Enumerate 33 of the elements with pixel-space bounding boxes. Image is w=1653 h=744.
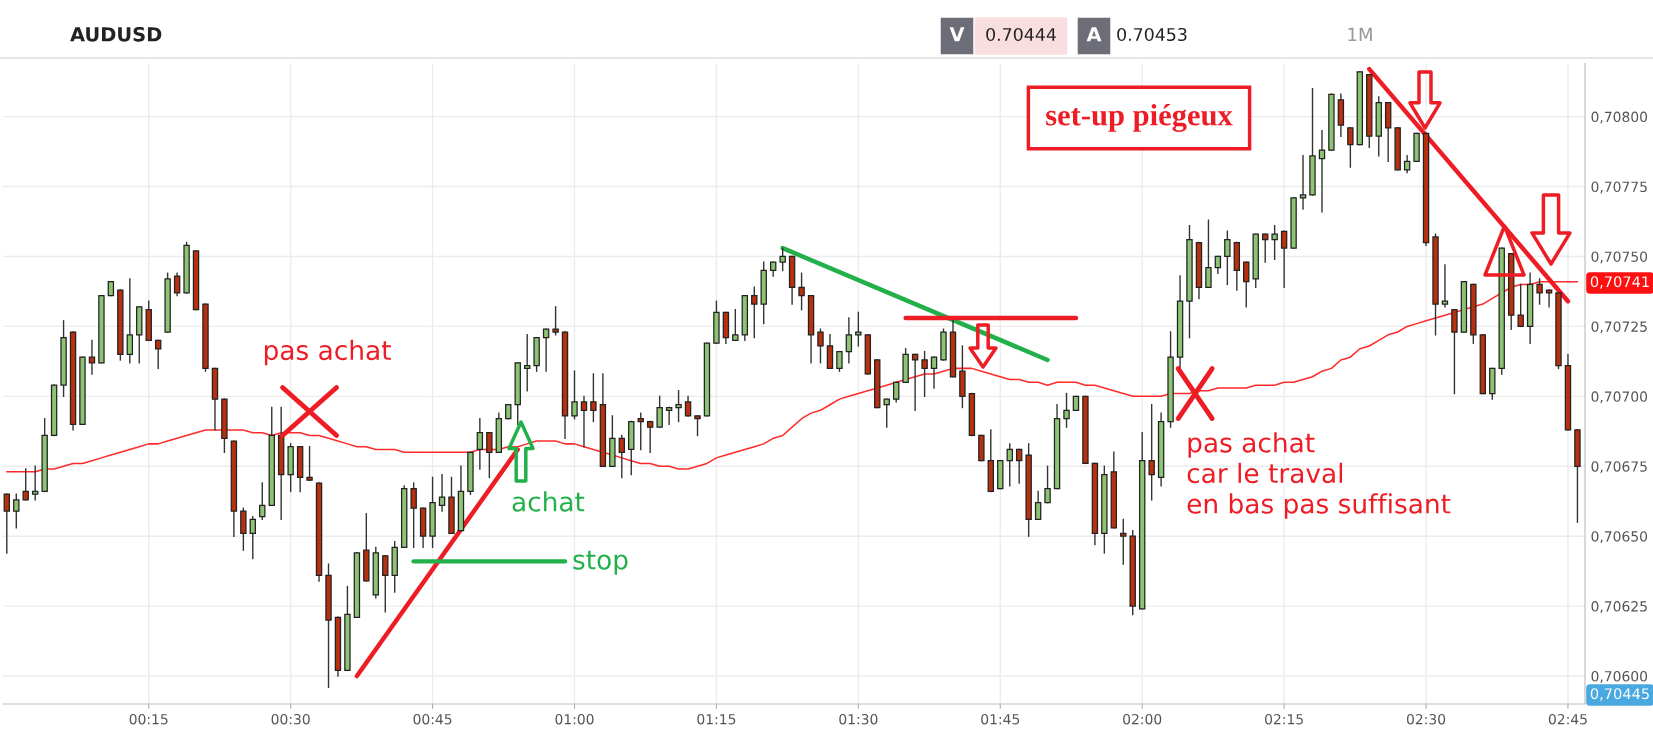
x-tick-label: 02:15 — [1265, 713, 1303, 725]
x-tick-label: 01:45 — [981, 713, 1020, 725]
x-tick-label: 02:45 — [1548, 713, 1587, 725]
text: V — [949, 27, 965, 42]
annotation: set-up piégeux — [1046, 104, 1233, 132]
y-tick-label: 0,70800 — [1591, 111, 1648, 124]
x-tick-label: 01:15 — [697, 713, 736, 725]
annotation: pas achat — [264, 339, 391, 366]
x-tick-label: 01:00 — [555, 713, 594, 725]
y-tick-label: 0,70775 — [1591, 181, 1647, 194]
y-tick-label: 0,70625 — [1591, 601, 1647, 613]
y-tick-label: 0,70675 — [1591, 461, 1647, 474]
annotation: achat — [512, 491, 585, 512]
x-tick-label: 00:30 — [271, 713, 310, 725]
text: 0.70453 — [1117, 27, 1187, 42]
x-tick-label: 00:45 — [413, 713, 452, 725]
text: A — [1086, 27, 1102, 42]
text: 1M — [1348, 27, 1372, 41]
annotation: stop — [573, 550, 628, 575]
x-tick-label: 01:30 — [839, 713, 878, 725]
text: 0,70445 — [1590, 688, 1649, 701]
text: 0.70444 — [986, 27, 1056, 42]
y-tick-label: 0,70650 — [1591, 531, 1648, 544]
y-tick-label: 0,70600 — [1591, 671, 1648, 683]
annotation: pas achat car le traval en bas pas suffisant — [1187, 432, 1451, 519]
text: 0,70741 — [1590, 276, 1649, 289]
x-tick-label: 02:00 — [1123, 713, 1162, 725]
x-tick-label: 00:15 — [129, 713, 168, 725]
y-tick-label: 0,70700 — [1591, 391, 1648, 404]
y-tick-label: 0,70750 — [1591, 251, 1648, 264]
y-tick-label: 0,70725 — [1591, 321, 1647, 334]
x-tick-label: 02:30 — [1406, 713, 1446, 725]
chart-title: AUDUSD — [70, 26, 162, 42]
